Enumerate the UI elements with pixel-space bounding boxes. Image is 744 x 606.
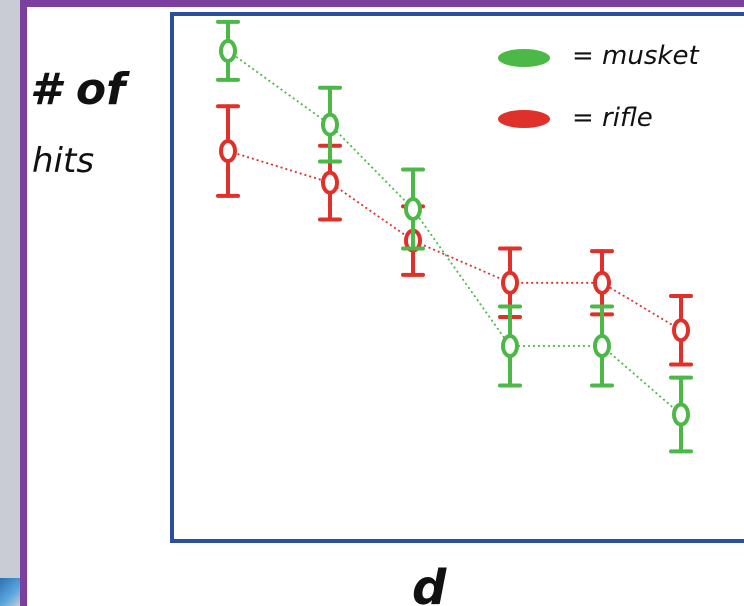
series-line-rifle bbox=[227, 150, 682, 331]
data-point-rifle-1 bbox=[219, 139, 237, 164]
data-point-musket-2 bbox=[321, 112, 339, 137]
plot-area-border bbox=[170, 12, 744, 543]
data-point-musket-5 bbox=[593, 334, 611, 359]
legend-label-musket: = musket bbox=[572, 41, 699, 71]
data-point-rifle-6 bbox=[672, 318, 690, 343]
data-point-rifle-5 bbox=[593, 270, 611, 295]
legend-label-rifle: = rifle bbox=[572, 103, 653, 133]
data-point-musket-3 bbox=[404, 196, 422, 221]
series-line-musket bbox=[227, 50, 682, 416]
legend-swatch-rifle bbox=[498, 110, 550, 128]
y-axis-label-line1: # of bbox=[30, 64, 130, 115]
data-point-musket-6 bbox=[672, 402, 690, 427]
legend: = musket = rifle bbox=[498, 41, 699, 133]
data-point-musket-1 bbox=[219, 38, 237, 63]
x-axis-label: d bbox=[412, 560, 447, 606]
whiteboard-frame bbox=[20, 0, 744, 606]
data-point-rifle-4 bbox=[501, 270, 519, 295]
y-axis-label-line2: hits bbox=[32, 141, 94, 181]
series-layer bbox=[216, 19, 693, 454]
legend-swatch-musket bbox=[498, 49, 550, 67]
data-point-musket-4 bbox=[501, 334, 519, 359]
corner-decoration bbox=[0, 578, 20, 606]
data-point-rifle-2 bbox=[321, 170, 339, 195]
